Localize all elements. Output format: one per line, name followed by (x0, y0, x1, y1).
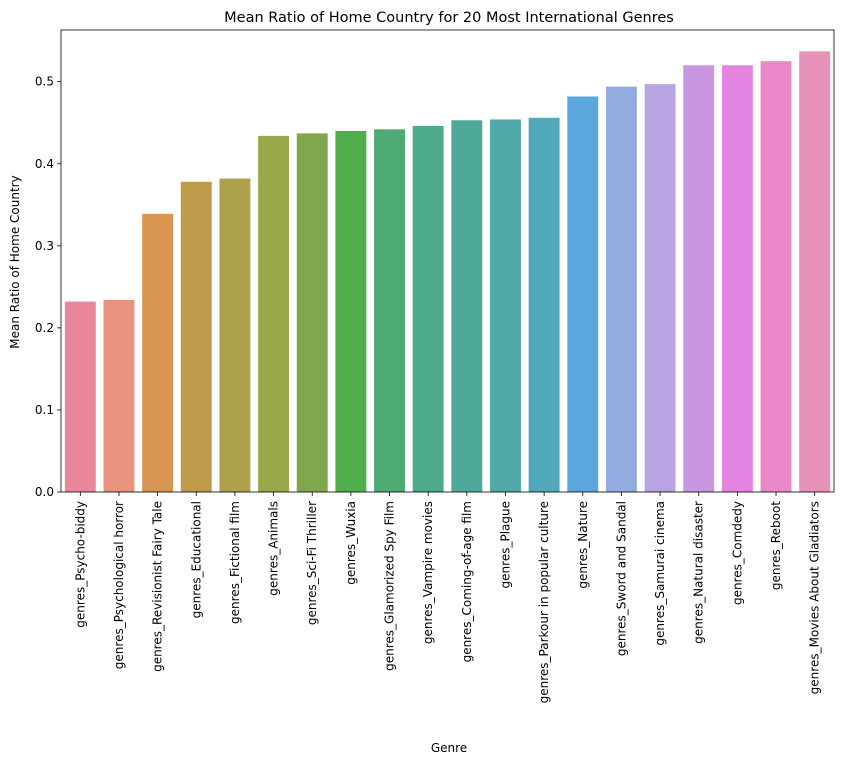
x-tick-label: genres_Parkour in popular culture (537, 501, 551, 703)
x-tick-label: genres_Animals (267, 501, 281, 596)
x-tick-label: genres_Reboot (769, 501, 783, 590)
x-tick-label: genres_Movies About Gladiators (808, 501, 822, 694)
x-tick-label: genres_Glamorized Spy Film (383, 501, 397, 671)
bar-11 (451, 120, 483, 493)
bars-group (64, 51, 831, 493)
x-tick-label: genres_Coming-of-age film (460, 501, 474, 662)
y-axis-label: Mean Ratio of Home Country (8, 175, 22, 348)
y-axis-ticks: 0.0 0.1 0.2 0.3 0.4 0.5 (35, 75, 61, 499)
x-tick-label: genres_Wuxia (344, 501, 358, 585)
bar-14 (567, 96, 599, 492)
bar-19 (760, 61, 792, 492)
x-tick-label: genres_Psycho-biddy (73, 501, 87, 628)
bar-15 (605, 86, 637, 492)
x-tick-label: genres_Educational (189, 501, 203, 618)
x-tick-label: genres_Vampire movies (421, 501, 435, 644)
bar-20 (799, 51, 831, 493)
bar-2 (103, 299, 135, 492)
x-axis-ticks: genres_Psycho-biddy genres_Psychological … (73, 492, 822, 703)
bar-8 (335, 130, 367, 493)
bar-5 (219, 178, 251, 493)
bar-13 (528, 117, 560, 492)
bar-17 (683, 65, 715, 493)
bar-16 (644, 84, 676, 493)
bar-1 (64, 301, 96, 492)
bar-3 (142, 213, 174, 492)
y-tick-label: 0.2 (35, 321, 54, 335)
x-tick-label: genres_Psychological horror (112, 501, 126, 669)
bar-6 (258, 135, 290, 492)
bar-18 (721, 65, 753, 493)
chart-title: Mean Ratio of Home Country for 20 Most I… (224, 10, 674, 26)
x-tick-label: genres_Natural disaster (692, 501, 706, 644)
x-tick-label: genres_Revisionist Fairy Tale (151, 501, 165, 672)
x-tick-label: genres_Nature (576, 501, 590, 589)
y-tick-label: 0.1 (35, 403, 54, 417)
y-tick-label: 0.4 (35, 157, 54, 171)
x-tick-label: genres_Sci-Fi Thriller (305, 501, 319, 625)
bar-7 (296, 133, 328, 492)
y-tick-label: 0.0 (35, 485, 54, 499)
plot-frame (60, 29, 835, 493)
y-tick-label: 0.5 (35, 75, 54, 89)
y-tick-label: 0.3 (35, 239, 54, 253)
x-tick-label: genres_Plague (498, 501, 512, 588)
x-axis-label: Genre (431, 741, 467, 755)
x-tick-label: genres_Sword and Sandal (614, 501, 628, 656)
bar-4 (180, 181, 212, 493)
bar-9 (374, 129, 405, 492)
bar-12 (490, 119, 521, 492)
x-tick-label: genres_Samurai cinema (653, 501, 667, 646)
x-tick-label: genres_Comdedy (730, 501, 744, 605)
bar-10 (412, 126, 444, 493)
x-tick-label: genres_Fictional film (228, 501, 242, 624)
